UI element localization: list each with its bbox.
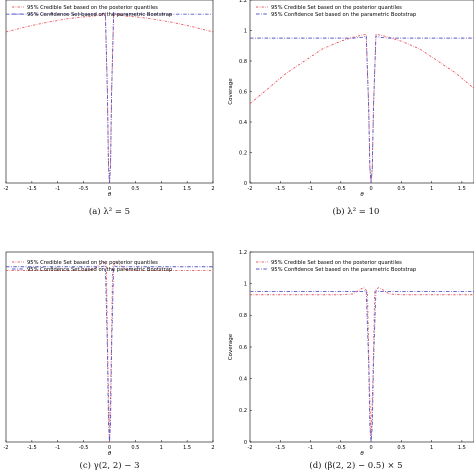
y-tick-label: 0.6 bbox=[239, 345, 247, 351]
legend-label-credible: 95% Credible Set based on the posterior … bbox=[271, 5, 402, 11]
x-tick-label: -1.5 bbox=[27, 445, 37, 451]
x-tick-label: -2 bbox=[248, 445, 253, 451]
panel-caption: (a) λ² = 5 bbox=[89, 206, 130, 217]
legend: 95% Credible Set based on the posterior … bbox=[12, 5, 173, 18]
series-group bbox=[250, 33, 474, 183]
x-tick-label: 0.5 bbox=[131, 186, 139, 192]
y-tick-label: 0.4 bbox=[239, 376, 247, 382]
x-tick-label: 0.5 bbox=[131, 445, 139, 451]
x-tick-label: 0 bbox=[369, 445, 372, 451]
chart-panel-2: -2 -1.5 -1 -0.5 0 0.5 1 1.5 0 0.2 0.4 0.6 0.8 1 1.2 θ Co… bbox=[228, 0, 474, 217]
series-line-credible bbox=[6, 260, 213, 442]
plot-frame bbox=[249, 251, 474, 443]
y-tick-label: 1.2 bbox=[239, 0, 247, 4]
x-tick-label: 0 bbox=[369, 186, 372, 192]
x-tick-label: -1 bbox=[308, 445, 313, 451]
legend-label-confidence: 95% Confidence Set based on the parametr… bbox=[27, 12, 173, 18]
chart-panel-1: -2 -1.5 -1 -0.5 0 0.5 1 1.5 2 θ 95% Credible Set b… bbox=[4, 0, 215, 217]
series-group bbox=[250, 287, 474, 442]
x-tick-label: 1 bbox=[160, 186, 163, 192]
x-tick-label: -0.5 bbox=[336, 445, 346, 451]
legend: 95% Credible Set based on the posterior … bbox=[12, 260, 173, 273]
panel-caption: (c) γ(2, 2) − 3 bbox=[80, 460, 140, 471]
legend-label-credible: 95% Credible Set based on the posterior … bbox=[27, 5, 158, 11]
series-line-credible bbox=[250, 287, 474, 442]
y-tick-label: 0 bbox=[244, 440, 247, 446]
x-tick-label: -1 bbox=[308, 186, 313, 192]
chart-panel-4: -2 -1.5 -1 -0.5 0 0.5 1 1.5 0 0.2 0.4 0.6 0.8 1 1.2 θ Co… bbox=[228, 250, 474, 471]
x-tick-label: 2 bbox=[211, 186, 214, 192]
x-axis-label: θ bbox=[108, 451, 112, 457]
x-tick-label: 0 bbox=[108, 186, 111, 192]
x-tick-label: -0.5 bbox=[79, 186, 89, 192]
series-line-confidence bbox=[6, 11, 213, 183]
y-axis-label: Coverage bbox=[228, 78, 234, 105]
x-tick-label: 2 bbox=[211, 445, 214, 451]
x-tick-label: 1.5 bbox=[458, 445, 466, 451]
panel-caption: (b) λ² = 10 bbox=[333, 206, 380, 217]
y-tick-label: 0.2 bbox=[239, 150, 247, 156]
panel-caption: (d) (β(2, 2) − 0.5) × 5 bbox=[309, 460, 402, 471]
y-tick-label: 1 bbox=[244, 281, 247, 287]
series-line-confidence bbox=[6, 265, 213, 442]
x-tick-label: 0.5 bbox=[397, 186, 405, 192]
x-tick-label: 0 bbox=[108, 445, 111, 451]
y-tick-label: 1 bbox=[244, 28, 247, 34]
x-tick-label: -2 bbox=[4, 186, 9, 192]
x-tick-label: -0.5 bbox=[336, 186, 346, 192]
x-axis-label: θ bbox=[108, 192, 112, 198]
y-tick-label: 0.2 bbox=[239, 408, 247, 414]
series-line-confidence bbox=[250, 35, 474, 183]
series-line-credible bbox=[250, 33, 474, 183]
x-tick-label: 0.5 bbox=[397, 445, 405, 451]
chart-panel-3: -2 -1.5 -1 -0.5 0 0.5 1 1.5 2 θ 95% Credible Set b… bbox=[4, 251, 215, 471]
plot-frame bbox=[5, 0, 214, 184]
x-tick-label: -1 bbox=[55, 445, 60, 451]
y-tick-label: 0.4 bbox=[239, 120, 247, 126]
y-tick-label: 0.8 bbox=[239, 59, 247, 65]
x-tick-label: 1 bbox=[430, 186, 433, 192]
series-group bbox=[6, 11, 213, 183]
x-tick-label: -1.5 bbox=[275, 445, 285, 451]
plot-frame bbox=[249, 0, 474, 184]
legend: 95% Credible Set based on the posterior … bbox=[256, 5, 417, 18]
x-tick-label: 1.5 bbox=[183, 445, 191, 451]
plot-frame bbox=[5, 251, 214, 443]
legend: 95% Credible Set based on the posterior … bbox=[256, 260, 417, 273]
legend-label-credible: 95% Credible Set based on the posterior … bbox=[271, 260, 402, 266]
x-axis-label: θ bbox=[360, 451, 364, 457]
series-line-credible bbox=[6, 12, 213, 183]
y-tick-label: 0.6 bbox=[239, 89, 247, 95]
series-group bbox=[6, 260, 213, 442]
y-tick-label: 0.8 bbox=[239, 313, 247, 319]
x-tick-label: -2 bbox=[4, 445, 9, 451]
x-tick-label: 1 bbox=[430, 445, 433, 451]
legend-label-confidence: 95% Confidence Set based on the parametr… bbox=[27, 267, 173, 273]
legend-label-confidence: 95% Confidence Set based on the parametr… bbox=[271, 12, 417, 18]
y-tick-label: 1.2 bbox=[239, 250, 247, 256]
series-line-confidence bbox=[250, 290, 474, 442]
x-tick-label: 1.5 bbox=[458, 186, 466, 192]
legend-label-credible: 95% Credible Set based on the posterior … bbox=[27, 260, 158, 266]
x-tick-label: 1.5 bbox=[183, 186, 191, 192]
x-tick-label: -1.5 bbox=[275, 186, 285, 192]
y-axis-label: Coverage bbox=[228, 333, 234, 360]
x-tick-label: -0.5 bbox=[79, 445, 89, 451]
y-tick-label: 0 bbox=[244, 181, 247, 187]
x-tick-label: -1.5 bbox=[27, 186, 37, 192]
x-tick-label: -2 bbox=[248, 186, 253, 192]
legend-label-confidence: 95% Confidence Set based on the parametr… bbox=[271, 267, 417, 273]
x-tick-label: 1 bbox=[160, 445, 163, 451]
x-axis-label: θ bbox=[360, 192, 364, 198]
x-tick-label: -1 bbox=[55, 186, 60, 192]
